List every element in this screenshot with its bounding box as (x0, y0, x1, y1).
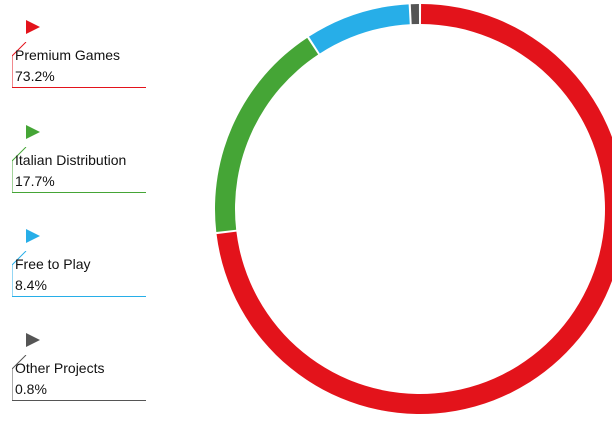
flag-icon (26, 333, 40, 347)
legend-value: 0.8% (15, 381, 47, 397)
legend-item-premium-games: Premium Games 73.2% (0, 20, 148, 110)
legend-label: Other Projects (15, 360, 105, 376)
donut-slice-other-projects (410, 4, 420, 25)
legend-frame (12, 355, 146, 401)
legend-frame (12, 251, 146, 297)
donut-chart (215, 4, 612, 414)
legend-frame (12, 147, 146, 193)
legend-label: Italian Distribution (15, 152, 127, 168)
flag-icon (26, 20, 40, 34)
chart-legend: Premium Games 73.2% Italian Distribution… (0, 0, 150, 415)
legend-frame (12, 42, 146, 88)
legend-label: Premium Games (15, 47, 121, 63)
flag-icon (26, 229, 40, 243)
flag-icon (26, 125, 40, 139)
legend-value: 8.4% (15, 277, 47, 293)
legend-item-free-to-play: Free to Play 8.4% (0, 229, 148, 319)
donut-slices (215, 4, 612, 414)
legend-item-italian-distribution: Italian Distribution 17.7% (0, 125, 148, 215)
legend-value: 17.7% (15, 173, 55, 189)
donut-slice-free-to-play (308, 4, 410, 54)
legend-label: Free to Play (15, 256, 91, 272)
legend-value: 73.2% (15, 68, 55, 84)
donut-slice-italian-distribution (215, 37, 319, 233)
legend-item-other-projects: Other Projects 0.8% (0, 333, 148, 423)
